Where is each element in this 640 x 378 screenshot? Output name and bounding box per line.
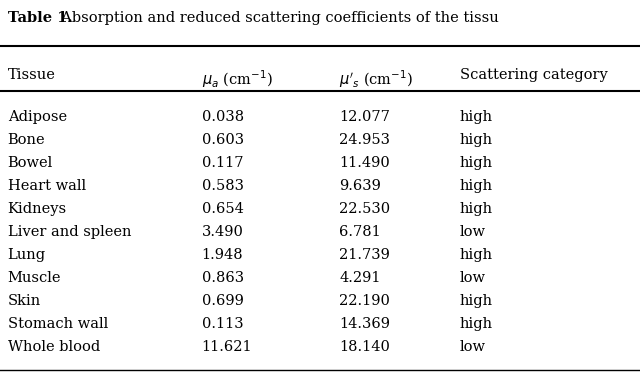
Text: high: high	[460, 248, 493, 262]
Text: Muscle: Muscle	[8, 271, 61, 285]
Text: Liver and spleen: Liver and spleen	[8, 225, 131, 239]
Text: 3.490: 3.490	[202, 225, 243, 239]
Text: 4.291: 4.291	[339, 271, 381, 285]
Text: $\mu'_s$ (cm$^{-1}$): $\mu'_s$ (cm$^{-1}$)	[339, 68, 413, 90]
Text: Whole blood: Whole blood	[8, 340, 100, 354]
Text: 11.621: 11.621	[202, 340, 252, 354]
Text: 18.140: 18.140	[339, 340, 390, 354]
Text: 0.583: 0.583	[202, 179, 244, 193]
Text: high: high	[460, 202, 493, 216]
Text: Heart wall: Heart wall	[8, 179, 86, 193]
Text: 0.117: 0.117	[202, 156, 243, 170]
Text: 0.603: 0.603	[202, 133, 244, 147]
Text: 24.953: 24.953	[339, 133, 390, 147]
Text: 22.190: 22.190	[339, 294, 390, 308]
Text: 0.654: 0.654	[202, 202, 243, 216]
Text: Absorption and reduced scattering coefficients of the tissu: Absorption and reduced scattering coeffi…	[52, 11, 499, 25]
Text: 0.038: 0.038	[202, 110, 244, 124]
Text: Skin: Skin	[8, 294, 41, 308]
Text: 21.739: 21.739	[339, 248, 390, 262]
Text: 0.699: 0.699	[202, 294, 243, 308]
Text: 0.863: 0.863	[202, 271, 244, 285]
Text: high: high	[460, 294, 493, 308]
Text: 22.530: 22.530	[339, 202, 390, 216]
Text: Tissue: Tissue	[8, 68, 56, 82]
Text: high: high	[460, 179, 493, 193]
Text: Adipose: Adipose	[8, 110, 67, 124]
Text: Bowel: Bowel	[8, 156, 53, 170]
Text: Kidneys: Kidneys	[8, 202, 67, 216]
Text: 1.948: 1.948	[202, 248, 243, 262]
Text: high: high	[460, 133, 493, 147]
Text: low: low	[460, 225, 486, 239]
Text: high: high	[460, 317, 493, 331]
Text: low: low	[460, 340, 486, 354]
Text: 0.113: 0.113	[202, 317, 243, 331]
Text: high: high	[460, 110, 493, 124]
Text: Bone: Bone	[8, 133, 45, 147]
Text: 12.077: 12.077	[339, 110, 390, 124]
Text: 6.781: 6.781	[339, 225, 381, 239]
Text: Lung: Lung	[8, 248, 46, 262]
Text: high: high	[460, 156, 493, 170]
Text: Scattering category: Scattering category	[460, 68, 607, 82]
Text: 11.490: 11.490	[339, 156, 390, 170]
Text: Stomach wall: Stomach wall	[8, 317, 108, 331]
Text: Table 1.: Table 1.	[8, 11, 72, 25]
Text: 14.369: 14.369	[339, 317, 390, 331]
Text: $\mu_a$ (cm$^{-1}$): $\mu_a$ (cm$^{-1}$)	[202, 68, 273, 90]
Text: 9.639: 9.639	[339, 179, 381, 193]
Text: low: low	[460, 271, 486, 285]
